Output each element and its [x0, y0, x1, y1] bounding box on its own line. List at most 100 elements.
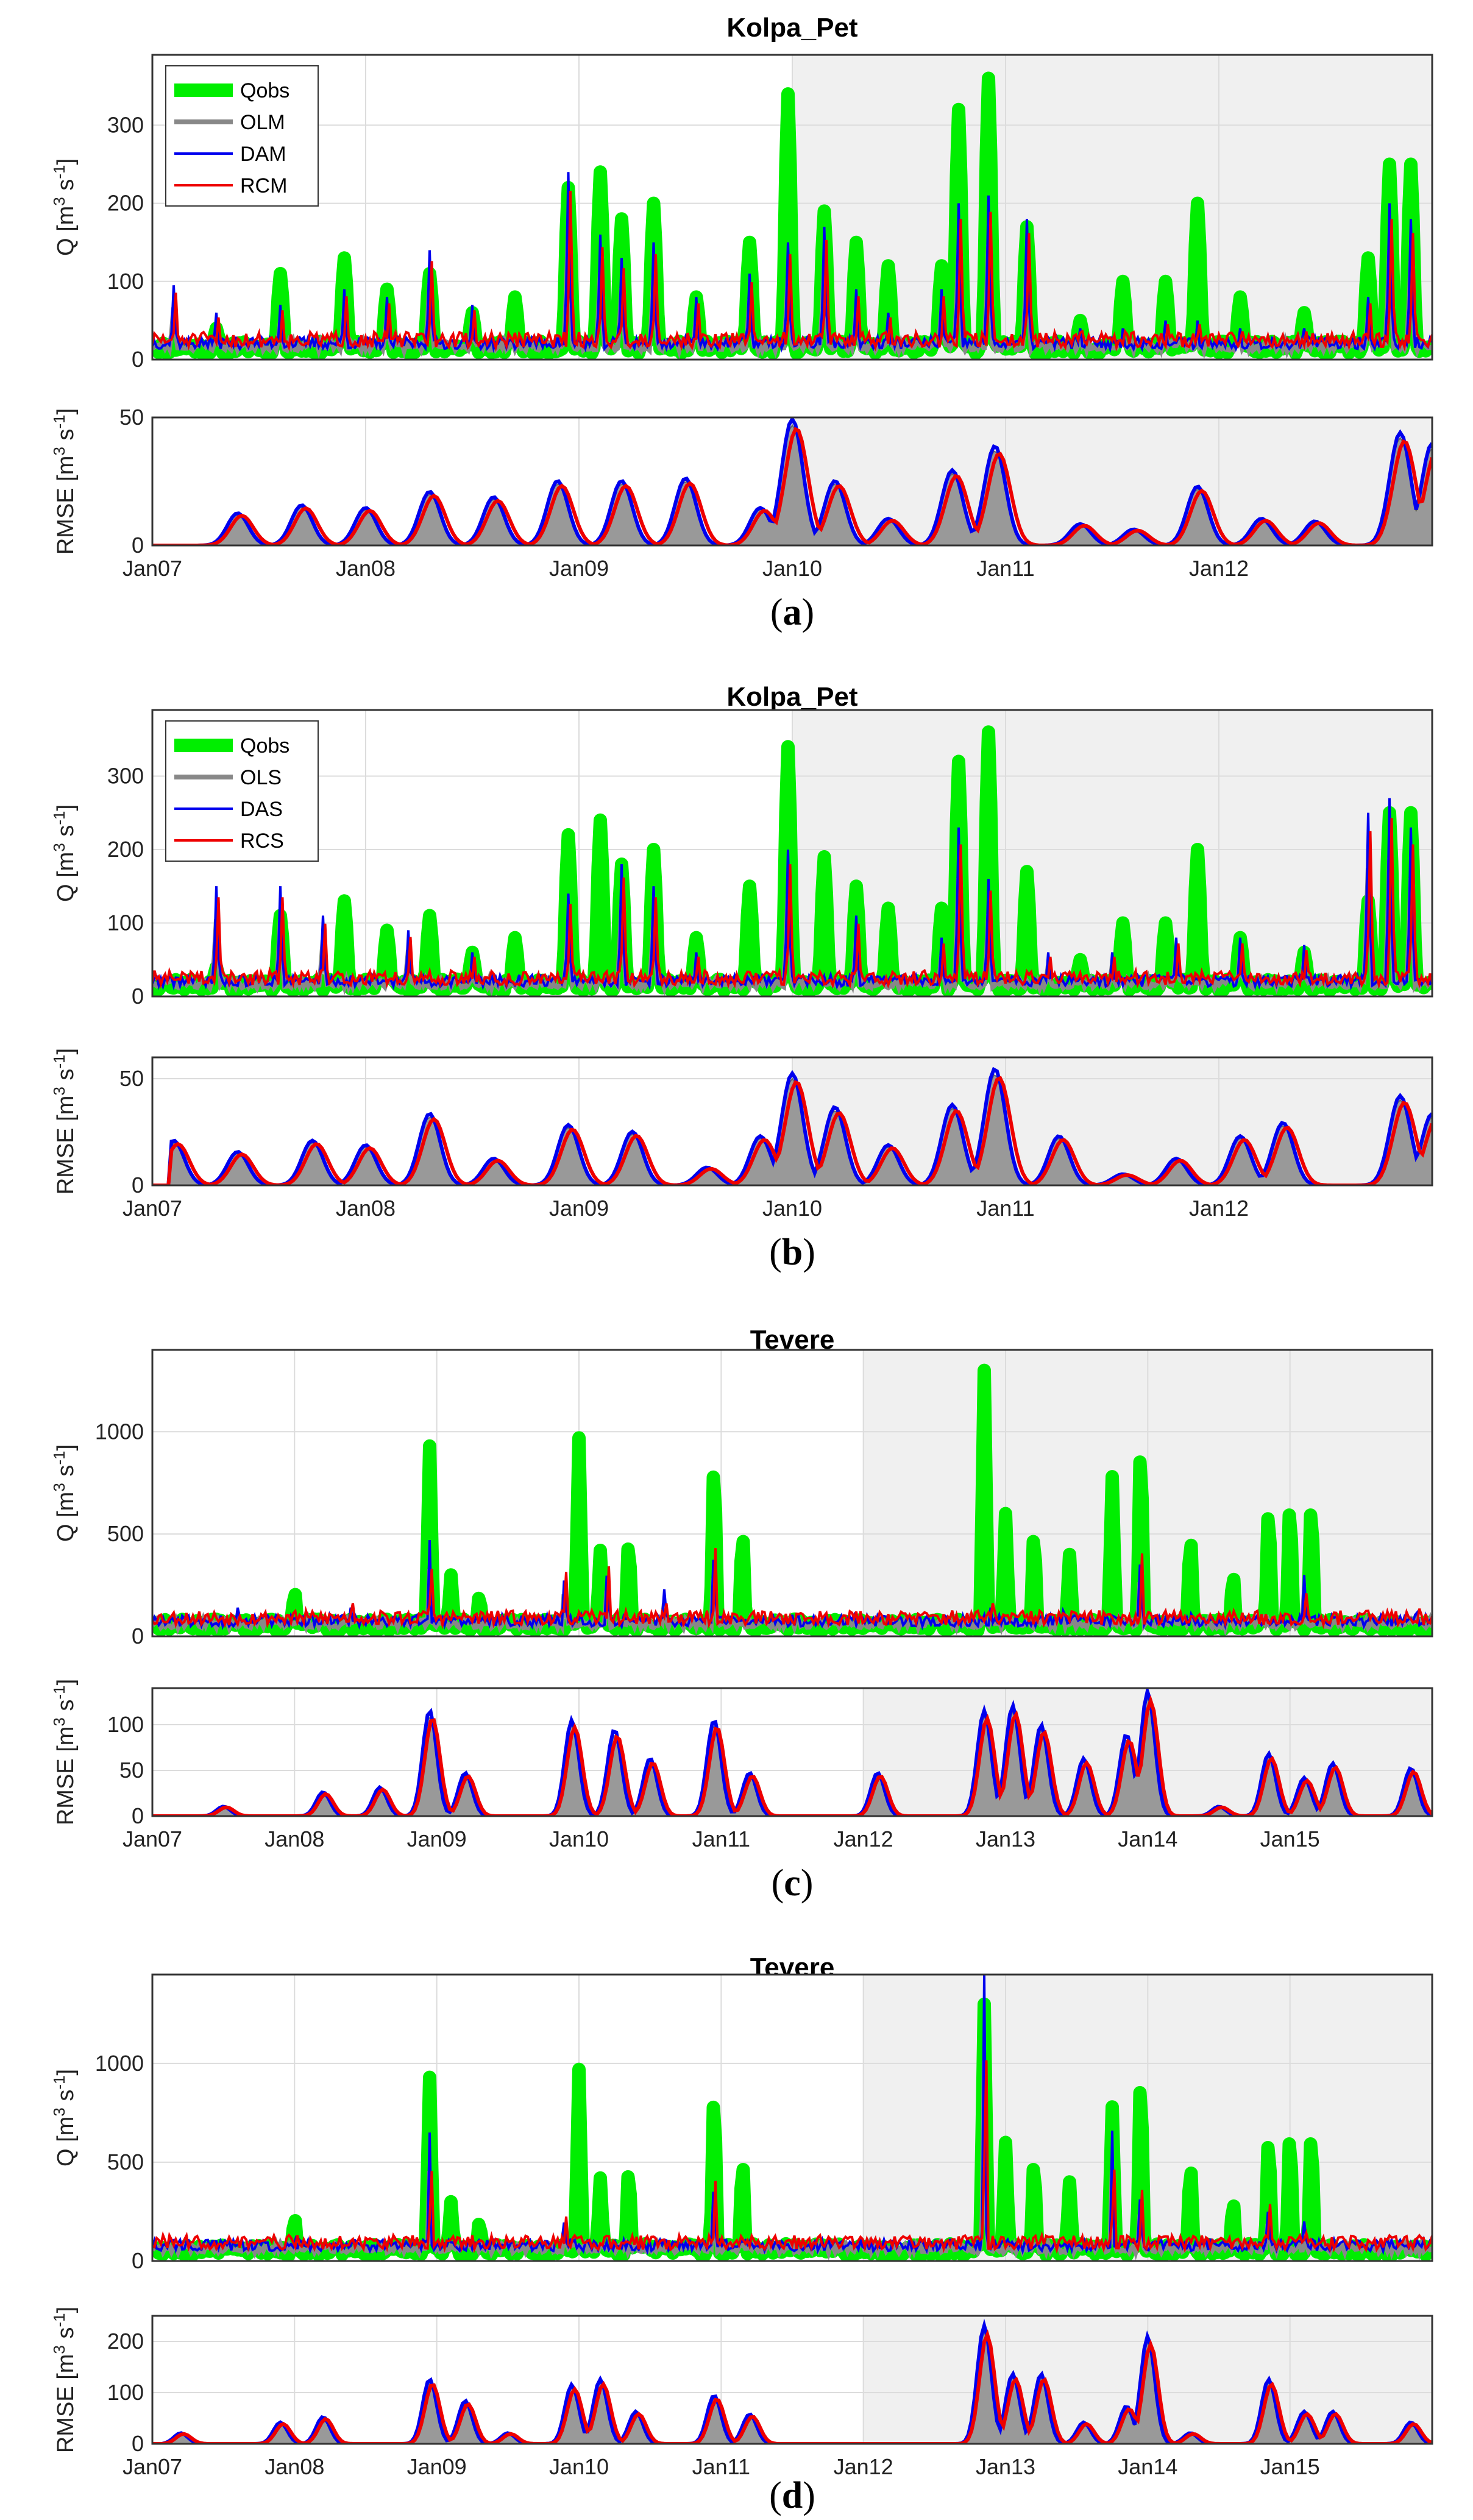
rmse-axes-ytick-label: 50 [119, 1758, 144, 1783]
xtick-label: Jan09 [407, 2454, 467, 2479]
rmse-line-rc [152, 1076, 1432, 1185]
q-axes-ytick-label: 100 [107, 269, 144, 294]
xtick-label: Jan15 [1260, 2454, 1320, 2479]
xtick-label: Jan12 [834, 1826, 893, 1851]
series-rc [152, 1547, 1432, 1630]
rmse-series-group [152, 1688, 1432, 1816]
rmse-axes-axes-frame [151, 1056, 1433, 1187]
legend-entry-olm: OLM [240, 111, 285, 134]
series-da [152, 798, 1432, 991]
q-series-group [152, 1363, 1432, 1636]
rmse-axes-axes-frame [151, 2315, 1433, 2445]
q-ylabel: Q [m3 s-1] [50, 1444, 79, 1542]
panel-label: (d) [769, 2475, 815, 2516]
rmse-axes-ytick-label: 0 [132, 533, 144, 558]
legend-entry-das: DAS [240, 798, 283, 821]
q-axes-axes-frame [151, 1349, 1433, 1638]
xtick-label: Jan07 [122, 2454, 182, 2479]
q-axes-validation-shade [792, 710, 1432, 996]
rmse-line-da [152, 1067, 1432, 1185]
rmse-axes-axes-frame [151, 416, 1433, 547]
series-rc [152, 191, 1432, 352]
rmse-axes-ytick-label: 100 [107, 1712, 144, 1737]
q-ylabel: Q [m3 s-1] [50, 2069, 79, 2167]
rmse-line-rc [152, 1695, 1432, 1816]
xtick-label: Jan10 [549, 1826, 609, 1851]
rmse-ylabel: RMSE [m3 s-1] [50, 1048, 79, 1194]
chart-title: Kolpa_Pet [726, 682, 858, 712]
xtick-label: Jan10 [762, 1196, 822, 1221]
rmse-axes-ytick-label: 100 [107, 2380, 144, 2405]
q-ylabel: Q [m3 s-1] [50, 804, 79, 902]
q-series-group [152, 725, 1432, 996]
xtick-label: Jan12 [834, 2454, 893, 2479]
q-series-group [152, 71, 1432, 360]
rmse-axes-ytick-label: 0 [132, 2431, 144, 2456]
q-axes-ytick-label: 200 [107, 837, 144, 862]
q-axes-ytick-label: 100 [107, 910, 144, 935]
series-rc [152, 818, 1432, 990]
q-axes-validation-shade [792, 55, 1432, 360]
xtick-label: Jan10 [762, 556, 822, 581]
legend-entry-rcs: RCS [240, 829, 284, 853]
series-rc [152, 2060, 1432, 2254]
xtick-label: Jan13 [976, 1826, 1035, 1851]
xtick-label: Jan09 [407, 1826, 467, 1851]
xtick-label: Jan07 [122, 1826, 182, 1851]
q-axes-ytick-label: 0 [132, 984, 144, 1009]
rmse-ylabel: RMSE [m3 s-1] [50, 408, 79, 555]
xtick-label: Jan08 [264, 1826, 324, 1851]
rmse-axes-ytick-label: 0 [132, 1173, 144, 1198]
q-axes-ytick-label: 1000 [95, 2051, 144, 2076]
legend-entry-qobs: Qobs [240, 79, 289, 102]
xtick-label: Jan11 [976, 1196, 1034, 1221]
legend: Qobs OLM DAM RCM [165, 65, 319, 207]
q-axes-ytick-label: 500 [107, 1521, 144, 1546]
panel-label: (a) [770, 592, 814, 633]
series-da [152, 1975, 1432, 2256]
legend-entry-rcm: RCM [240, 174, 287, 197]
xtick-label: Jan09 [549, 1196, 609, 1221]
rmse-series-group [152, 417, 1432, 545]
xtick-label: Jan14 [1118, 1826, 1177, 1851]
rmse-line-rc [152, 427, 1432, 545]
legend-entry-qobs: Qobs [240, 734, 289, 758]
xtick-label: Jan11 [692, 2454, 750, 2479]
q-axes-ytick-label: 300 [107, 112, 144, 137]
legend-entry-ols: OLS [240, 766, 282, 789]
rmse-ylabel: RMSE [m3 s-1] [50, 2307, 79, 2453]
panel-b: Kolpa_Pet 0 100 200 300 Q [m3 s-1] Qobs OLS DAS R… [50, 682, 1433, 1273]
q-axes-ytick-label: 500 [107, 2149, 144, 2174]
xtick-label: Jan07 [122, 1196, 182, 1221]
series-da [152, 1540, 1432, 1631]
legend-box [165, 65, 319, 207]
xtick-label: Jan11 [976, 556, 1034, 581]
rmse-line-da [152, 417, 1432, 545]
q-axes-ytick-label: 200 [107, 191, 144, 216]
panel-label: (b) [769, 1232, 815, 1273]
rmse-area-ol [152, 2329, 1432, 2444]
series-da [152, 172, 1432, 353]
q-axes-axes-frame [151, 54, 1433, 361]
legend: Qobs OLS DAS RCS [165, 720, 319, 862]
q-series-group [152, 1975, 1432, 2261]
rmse-axes-ytick-label: 0 [132, 1803, 144, 1828]
q-axes-ytick-label: 0 [132, 347, 144, 372]
rmse-axes-ytick-label: 200 [107, 2329, 144, 2354]
xtick-label: Jan15 [1260, 1826, 1320, 1851]
q-axes-axes-frame [151, 709, 1433, 998]
rmse-axes-axes-frame [151, 1687, 1433, 1817]
q-axes-axes-frame [151, 1973, 1433, 2262]
q-axes-ytick-label: 0 [132, 1624, 144, 1649]
xtick-label: Jan10 [549, 2454, 609, 2479]
rmse-ylabel: RMSE [m3 s-1] [50, 1679, 79, 1825]
rmse-axes-ytick-label: 50 [119, 405, 144, 430]
xtick-label: Jan12 [1189, 556, 1249, 581]
panel-label: (c) [772, 1862, 814, 1904]
q-ylabel: Q [m3 s-1] [50, 158, 79, 256]
rmse-axes-ytick-label: 50 [119, 1066, 144, 1091]
legend-entry-dam: DAM [240, 143, 286, 166]
xtick-label: Jan11 [692, 1826, 750, 1851]
